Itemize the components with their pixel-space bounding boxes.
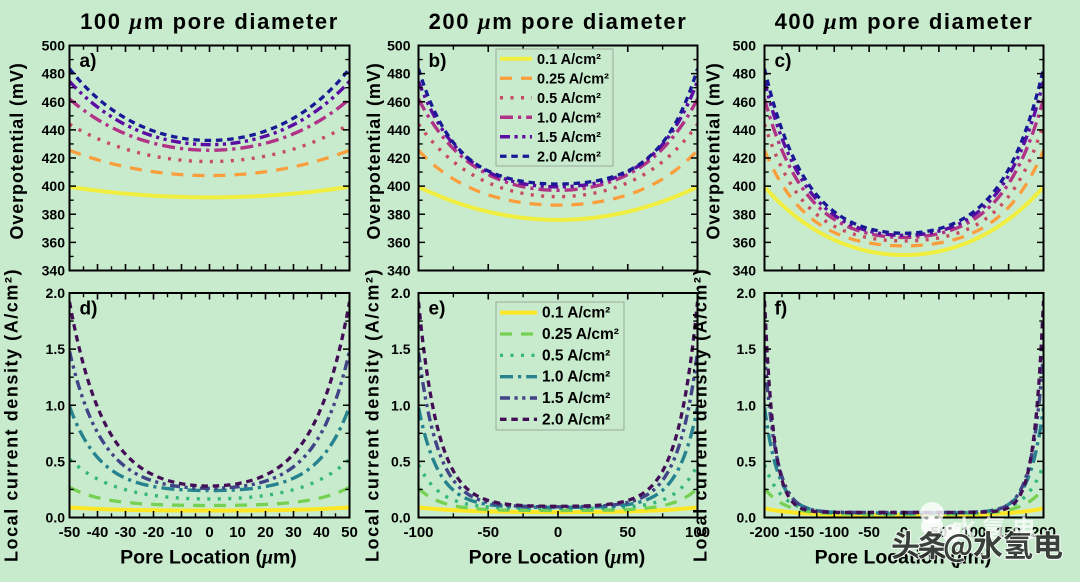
svg-text:40: 40 [313, 524, 330, 541]
svg-text:Local current density (A/cm²): Local current density (A/cm²) [691, 268, 711, 562]
svg-text:1.0 A/cm²: 1.0 A/cm² [542, 369, 610, 386]
svg-text:1.0 A/cm²: 1.0 A/cm² [537, 110, 601, 126]
svg-text:0.5: 0.5 [46, 453, 66, 469]
svg-text:0.5 A/cm²: 0.5 A/cm² [537, 91, 601, 107]
svg-text:2.0 A/cm²: 2.0 A/cm² [537, 149, 601, 165]
svg-text:2.0: 2.0 [46, 285, 66, 301]
svg-text:-50: -50 [858, 524, 880, 541]
svg-text:0.25 A/cm²: 0.25 A/cm² [542, 326, 619, 343]
svg-text:0: 0 [900, 524, 908, 541]
svg-text:420: 420 [733, 150, 757, 166]
svg-text:0.1 A/cm²: 0.1 A/cm² [542, 305, 610, 322]
svg-text:460: 460 [42, 94, 66, 110]
svg-text:1.5: 1.5 [737, 341, 757, 357]
svg-text:2.0: 2.0 [737, 285, 757, 301]
svg-text:380: 380 [42, 206, 66, 222]
svg-text:Pore Location (μm): Pore Location (μm) [469, 547, 646, 569]
svg-text:480: 480 [42, 66, 66, 82]
svg-text:500: 500 [733, 38, 757, 54]
svg-text:Local current density (A/cm²): Local current density (A/cm²) [2, 268, 22, 562]
svg-text:1.5 A/cm²: 1.5 A/cm² [537, 130, 601, 146]
svg-text:a): a) [80, 51, 97, 72]
svg-text:Overpotential (mV): Overpotential (mV) [7, 62, 27, 239]
svg-text:0.0: 0.0 [391, 510, 411, 526]
svg-text:-100: -100 [403, 524, 433, 541]
svg-text:480: 480 [733, 66, 757, 82]
svg-text:340: 340 [387, 263, 411, 279]
svg-text:0.0: 0.0 [737, 510, 757, 526]
svg-text:-200: -200 [749, 524, 779, 541]
svg-text:400: 400 [387, 178, 411, 194]
svg-text:360: 360 [733, 234, 757, 250]
svg-text:1.5: 1.5 [46, 341, 66, 357]
svg-text:380: 380 [387, 206, 411, 222]
svg-text:b): b) [429, 51, 447, 72]
svg-text:400 μm pore diameter: 400 μm pore diameter [775, 9, 1034, 34]
svg-text:50: 50 [619, 524, 636, 541]
svg-text:0: 0 [554, 524, 562, 541]
svg-text:0: 0 [205, 524, 213, 541]
svg-text:0.5: 0.5 [737, 453, 757, 469]
svg-text:400: 400 [733, 178, 757, 194]
svg-text:200 μm pore diameter: 200 μm pore diameter [429, 9, 688, 34]
svg-text:0.5: 0.5 [391, 453, 411, 469]
svg-text:c): c) [775, 51, 792, 72]
svg-text:500: 500 [387, 38, 411, 54]
svg-text:2.0: 2.0 [391, 285, 411, 301]
svg-text:10: 10 [229, 524, 246, 541]
svg-text:-100: -100 [819, 524, 849, 541]
svg-text:440: 440 [387, 122, 411, 138]
svg-text:Overpotential (mV): Overpotential (mV) [364, 62, 384, 239]
svg-text:100: 100 [685, 524, 710, 541]
svg-text:1.5 A/cm²: 1.5 A/cm² [542, 390, 610, 407]
svg-text:-20: -20 [143, 524, 165, 541]
svg-text:-150: -150 [784, 524, 814, 541]
svg-text:-50: -50 [59, 524, 81, 541]
svg-text:420: 420 [387, 150, 411, 166]
svg-text:380: 380 [733, 206, 757, 222]
svg-text:f): f) [775, 299, 788, 320]
svg-text:440: 440 [733, 122, 757, 138]
svg-text:30: 30 [285, 524, 302, 541]
svg-text:1.0: 1.0 [46, 397, 66, 413]
svg-text:0.25 A/cm²: 0.25 A/cm² [537, 71, 609, 87]
svg-text:100 μm pore diameter: 100 μm pore diameter [80, 9, 339, 34]
svg-text:360: 360 [387, 234, 411, 250]
svg-text:460: 460 [733, 94, 757, 110]
svg-text:-30: -30 [115, 524, 137, 541]
svg-text:340: 340 [42, 263, 66, 279]
svg-text:50: 50 [341, 524, 358, 541]
svg-text:0.0: 0.0 [46, 510, 66, 526]
svg-text:340: 340 [733, 263, 757, 279]
svg-text:440: 440 [42, 122, 66, 138]
svg-text:-50: -50 [477, 524, 499, 541]
svg-text:Overpotential (mV): Overpotential (mV) [704, 62, 724, 239]
svg-text:Local current density (A/cm²): Local current density (A/cm²) [363, 268, 383, 562]
svg-text:20: 20 [257, 524, 274, 541]
svg-text:1.0: 1.0 [391, 397, 411, 413]
svg-text:420: 420 [42, 150, 66, 166]
svg-text:460: 460 [387, 94, 411, 110]
svg-text:e): e) [429, 299, 446, 320]
svg-text:-40: -40 [87, 524, 109, 541]
svg-text:1.5: 1.5 [391, 341, 411, 357]
svg-text:Pore Location (μm): Pore Location (μm) [120, 547, 297, 569]
svg-text:480: 480 [387, 66, 411, 82]
svg-text:400: 400 [42, 178, 66, 194]
svg-text:0.1 A/cm²: 0.1 A/cm² [537, 52, 601, 68]
svg-text:500: 500 [42, 38, 66, 54]
svg-text:-10: -10 [171, 524, 193, 541]
svg-text:d): d) [80, 299, 98, 320]
svg-text:0.5 A/cm²: 0.5 A/cm² [542, 347, 610, 364]
svg-text:1.0: 1.0 [737, 397, 757, 413]
svg-text:2.0 A/cm²: 2.0 A/cm² [542, 411, 610, 428]
svg-text:360: 360 [42, 234, 66, 250]
